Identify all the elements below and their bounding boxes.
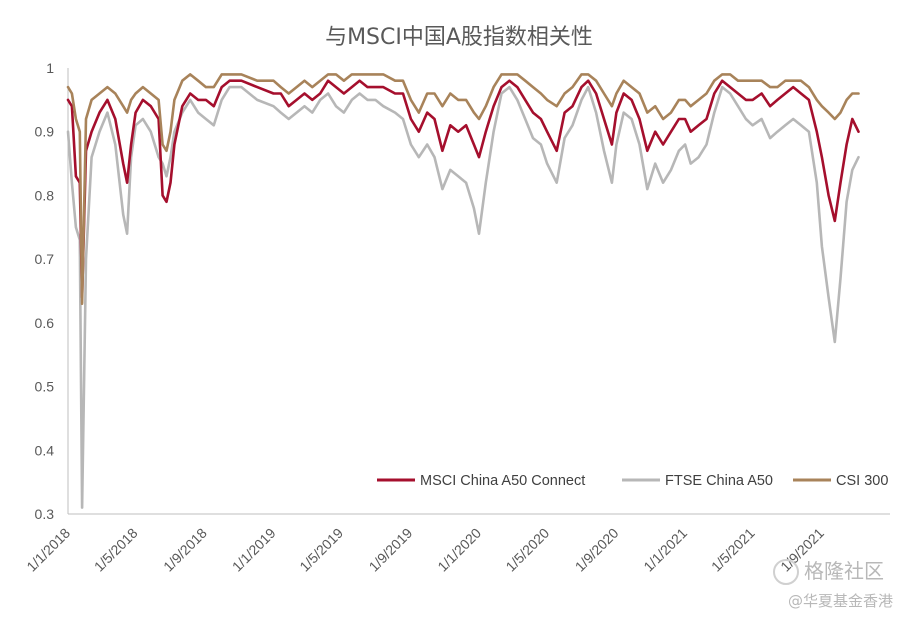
legend-label: CSI 300	[836, 473, 888, 489]
x-tick-label: 1/5/2018	[91, 525, 141, 575]
watermark-logo-icon	[773, 559, 799, 585]
y-tick-label: 0.4	[35, 442, 55, 458]
x-tick-label: 1/1/2019	[229, 525, 279, 575]
chart-legend: MSCI China A50 Connect FTSE China A50 CSI …	[377, 473, 888, 489]
watermark-line2: @华夏基金香港	[788, 592, 893, 610]
y-tick-label: 0.9	[35, 124, 55, 140]
x-tick-label: 1/9/2019	[366, 525, 416, 575]
x-tick-label: 1/5/2020	[502, 525, 552, 575]
watermark-line1: 格隆社区	[804, 559, 884, 583]
y-tick-labels: 0.3 0.4 0.5 0.6 0.7 0.8 0.9 1	[35, 60, 55, 522]
x-tick-label: 1/9/2018	[160, 525, 210, 575]
x-tick-label: 1/5/2019	[296, 525, 346, 575]
x-tick-labels: 1/1/2018 1/5/2018 1/9/2018 1/1/2019 1/5/2019…	[23, 525, 827, 575]
x-tick-label: 1/5/2021	[708, 525, 758, 575]
y-tick-label: 1	[46, 60, 54, 76]
legend-label: MSCI China A50 Connect	[420, 473, 585, 489]
plot-area: 0.30.40.50.60.70.80.91 1/1/2018 1/5/2018 1…	[23, 60, 890, 575]
legend-item: MSCI China A50 Connect	[377, 473, 585, 489]
y-tick-label: 0.3	[35, 506, 55, 522]
x-tick-label: 1/1/2020	[434, 525, 484, 575]
y-tick-label: 0.6	[35, 315, 55, 331]
series-lines	[66, 73, 860, 509]
chart-title: 与MSCI中国A股指数相关性	[325, 25, 593, 50]
legend-item: FTSE China A50	[622, 473, 773, 489]
x-tick-label: 1/1/2021	[640, 525, 690, 575]
y-tick-label: 0.7	[35, 251, 55, 267]
x-tick-label: 1/9/2020	[572, 525, 622, 575]
y-tick-label: 0.5	[35, 379, 55, 395]
series-line-msci-china-a50-connect	[66, 79, 860, 299]
x-tick-label: 1/1/2018	[23, 525, 73, 575]
watermark: 格隆社区 @华夏基金香港	[773, 559, 893, 610]
legend-item: CSI 300	[793, 473, 888, 489]
y-tick-label: 0.8	[35, 187, 55, 203]
series-line-ftse-china-a50	[66, 85, 860, 509]
legend-label: FTSE China A50	[665, 473, 773, 489]
series-line-csi-300	[66, 73, 860, 306]
